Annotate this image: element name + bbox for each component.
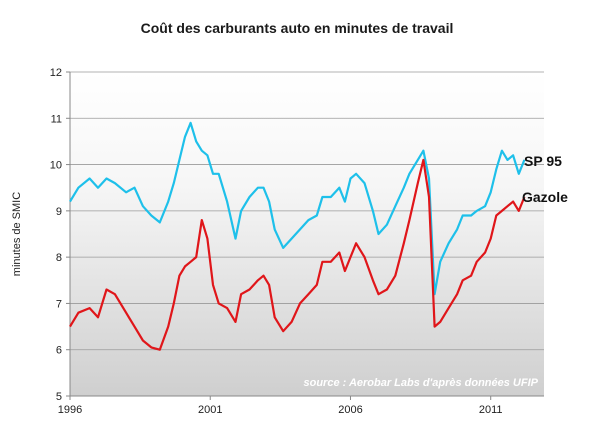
x-axis: 1996 2001 2006 2011	[58, 395, 544, 416]
x-tick-label: 2011	[479, 404, 503, 416]
x-tick-label: 2006	[338, 404, 362, 416]
y-axis: 5 6 7 8 9 10 11 12	[50, 67, 71, 403]
series-line-sp95	[69, 121, 526, 296]
series-lines	[69, 121, 526, 351]
y-axis-label: minutes de SMIC	[11, 192, 23, 276]
source-annotation: source : Aerobar Labs d'après données UF…	[304, 377, 539, 389]
y-tick-label: 7	[56, 298, 62, 310]
y-tick-label: 12	[50, 67, 62, 79]
plot-area	[70, 72, 544, 396]
chart-title: Coût des carburants auto en minutes de t…	[141, 20, 454, 36]
y-tick-label: 10	[50, 160, 62, 172]
y-tick-label: 5	[56, 391, 62, 403]
y-tick-label: 9	[56, 206, 62, 218]
y-tick-label: 6	[56, 345, 62, 357]
series-label-sp95: SP 95	[524, 153, 562, 169]
series-label-gazole: Gazole	[522, 189, 568, 205]
y-tick-label: 8	[56, 252, 62, 264]
series-line-gazole	[69, 158, 526, 351]
grid-lines	[70, 71, 544, 397]
x-tick-label: 2001	[198, 404, 222, 416]
x-tick-label: 1996	[58, 404, 82, 416]
y-tick-label: 11	[51, 113, 62, 125]
